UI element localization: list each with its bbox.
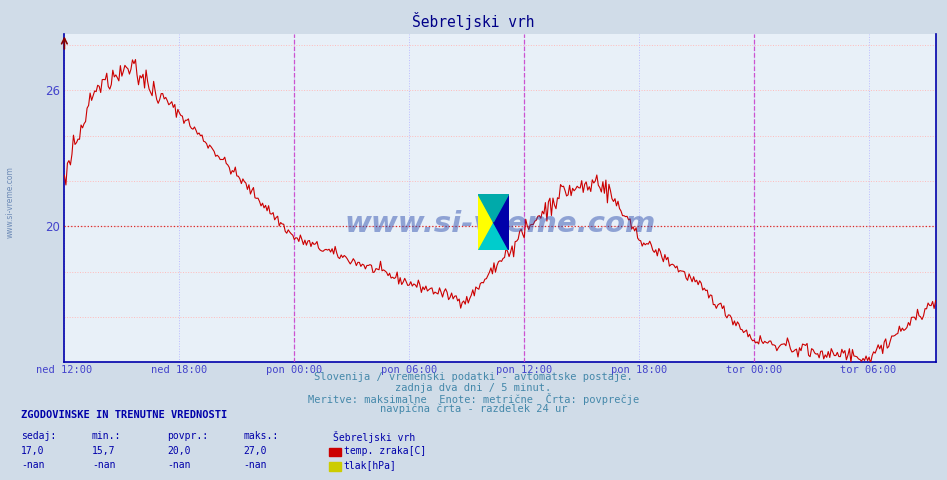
Text: zadnja dva dni / 5 minut.: zadnja dva dni / 5 minut. [396, 383, 551, 393]
Polygon shape [478, 194, 509, 222]
Text: -nan: -nan [243, 460, 267, 470]
Polygon shape [478, 194, 509, 250]
Text: povpr.:: povpr.: [168, 431, 208, 441]
Text: Slovenija / vremenski podatki - avtomatske postaje.: Slovenija / vremenski podatki - avtomats… [314, 372, 633, 382]
Text: www.si-vreme.com: www.si-vreme.com [345, 210, 655, 238]
Text: 27,0: 27,0 [243, 446, 267, 456]
Polygon shape [478, 194, 509, 250]
Text: tlak[hPa]: tlak[hPa] [344, 460, 397, 470]
Text: Šebreljski vrh: Šebreljski vrh [333, 431, 416, 443]
Text: -nan: -nan [92, 460, 116, 470]
Text: ZGODOVINSKE IN TRENUTNE VREDNOSTI: ZGODOVINSKE IN TRENUTNE VREDNOSTI [21, 410, 227, 420]
Text: temp. zraka[C]: temp. zraka[C] [344, 446, 426, 456]
Text: min.:: min.: [92, 431, 121, 441]
Polygon shape [493, 194, 509, 250]
Text: Meritve: maksimalne  Enote: metrične  Črta: povprečje: Meritve: maksimalne Enote: metrične Črta… [308, 393, 639, 405]
Text: navpična črta - razdelek 24 ur: navpična črta - razdelek 24 ur [380, 404, 567, 414]
Text: maks.:: maks.: [243, 431, 278, 441]
Text: 15,7: 15,7 [92, 446, 116, 456]
Text: Šebreljski vrh: Šebreljski vrh [412, 12, 535, 30]
Text: sedaj:: sedaj: [21, 431, 56, 441]
Text: www.si-vreme.com: www.si-vreme.com [6, 166, 15, 238]
Text: 20,0: 20,0 [168, 446, 191, 456]
Text: -nan: -nan [21, 460, 45, 470]
Text: 17,0: 17,0 [21, 446, 45, 456]
Text: -nan: -nan [168, 460, 191, 470]
